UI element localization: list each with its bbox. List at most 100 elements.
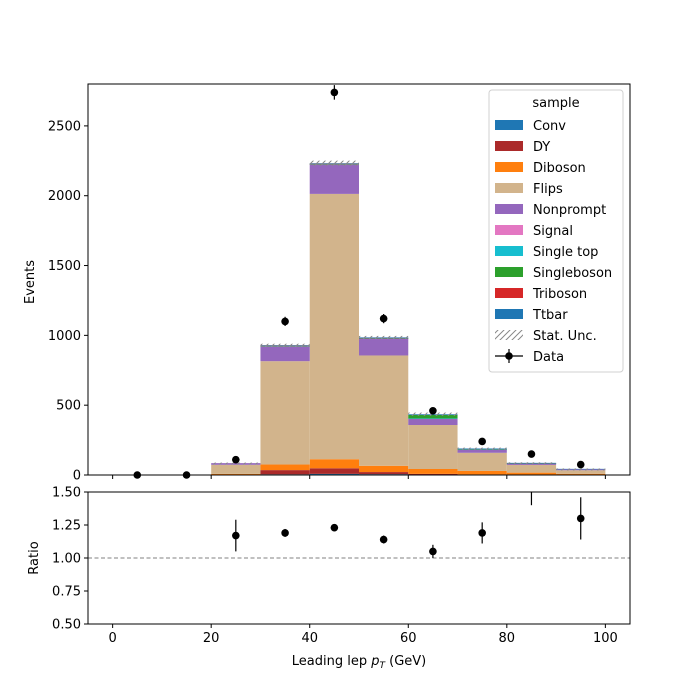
- x-tick-label: 80: [499, 631, 516, 646]
- legend-swatch: [495, 162, 523, 172]
- bar-nonprompt: [408, 418, 458, 426]
- main-plot-frame: [87, 83, 631, 476]
- stat-unc-band: [457, 447, 507, 450]
- bar-dy: [309, 468, 359, 474]
- bar-conv: [309, 473, 359, 475]
- legend-box: [488, 89, 624, 373]
- legend-label: Single top: [533, 245, 598, 260]
- bar-diboson: [211, 473, 261, 475]
- legend-label: DY: [533, 140, 550, 155]
- bar-diboson: [457, 470, 507, 475]
- bar-diboson: [309, 459, 359, 469]
- bar-dy: [260, 470, 310, 475]
- y-tick-label: 1500: [48, 259, 81, 274]
- data-point: [527, 450, 536, 458]
- data-point: [232, 455, 240, 464]
- bar-flips: [506, 464, 557, 473]
- ratio-y-tick-label: 1.00: [52, 552, 81, 567]
- main-panel: 0 500 1000 1500 2000 2500: [48, 83, 631, 484]
- bar-diboson: [556, 473, 606, 475]
- stat-unc-band: [211, 462, 261, 465]
- bar-nonprompt: [359, 338, 409, 356]
- legend-title: sample: [532, 96, 579, 111]
- legend-swatch: [495, 141, 523, 151]
- y-tick-label: 2000: [48, 189, 81, 204]
- ratio-y-tick-label: 1.50: [52, 486, 81, 501]
- ratio-point: [379, 535, 388, 544]
- y-tick-label: 0: [73, 469, 81, 484]
- legend-swatch: [495, 225, 523, 235]
- bar-nonprompt: [260, 346, 310, 362]
- bar-flips: [359, 355, 409, 466]
- ratio-panel: 0.50 0.75 1.00 1.25 1.50 0 20 40 60 80 100: [52, 442, 631, 646]
- bar-dy: [408, 473, 458, 475]
- stacked-histogram: [211, 160, 606, 475]
- ratio-y-axis-label: Ratio: [27, 541, 42, 574]
- bar-diboson: [260, 464, 310, 471]
- y-tick-label: 500: [56, 399, 81, 414]
- legend-label: Data: [533, 350, 564, 365]
- ratio-point: [576, 514, 585, 523]
- stat-unc-band: [309, 160, 359, 166]
- main-y-axis-label: Events: [23, 260, 38, 304]
- legend-label: Stat. Unc.: [533, 329, 597, 344]
- data-point: [429, 406, 437, 415]
- legend-label: Triboson: [532, 287, 587, 302]
- ratio-point: [429, 547, 437, 556]
- bar-nonprompt: [309, 164, 359, 194]
- legend-swatch: [495, 309, 523, 319]
- legend-swatch: [495, 246, 523, 256]
- bar-singleboson: [408, 414, 458, 419]
- legend-label: Nonprompt: [533, 203, 606, 218]
- legend-swatch: [495, 204, 523, 214]
- ratio-point: [281, 529, 289, 537]
- legend-data-marker: [505, 352, 513, 360]
- bar-diboson: [359, 465, 409, 473]
- stat-unc-band: [506, 462, 557, 465]
- x-tick-label: 100: [593, 631, 618, 646]
- legend-label: Ttbar: [532, 308, 568, 323]
- bar-flips: [408, 425, 458, 469]
- legend-swatch: [495, 183, 523, 193]
- bar-flips: [457, 452, 507, 471]
- stat-unc-band: [260, 343, 310, 347]
- x-tick-label: 40: [301, 631, 318, 646]
- bar-flips: [260, 361, 310, 465]
- ratio-y-tick-label: 1.25: [52, 519, 81, 534]
- bar-nonprompt: [457, 449, 507, 453]
- legend: sample Conv DY Diboson Flips Nonprompt Signal S…: [488, 89, 624, 373]
- y-tick-label: 2500: [48, 119, 81, 134]
- ratio-points: [232, 442, 585, 558]
- bar-flips: [556, 470, 606, 474]
- data-point: [379, 314, 388, 323]
- ratio-y-tick-label: 0.75: [52, 585, 81, 600]
- legend-label: Singleboson: [533, 266, 612, 281]
- legend-label: Flips: [533, 182, 563, 197]
- bar-flips: [211, 464, 261, 474]
- data-point: [576, 460, 585, 469]
- ratio-point: [528, 442, 536, 450]
- bar-diboson: [506, 472, 557, 475]
- data-point: [281, 317, 289, 326]
- bar-flips: [309, 193, 359, 460]
- ratio-y-tick-label: 0.50: [52, 618, 81, 633]
- data-point: [330, 88, 339, 97]
- legend-swatch: [495, 267, 523, 277]
- legend-label: Signal: [533, 224, 573, 239]
- legend-swatch: [495, 120, 523, 130]
- ratio-point: [232, 531, 240, 540]
- legend-swatch: [495, 288, 523, 298]
- ratio-point: [478, 529, 486, 537]
- stat-unc-band: [556, 468, 606, 471]
- legend-label: Diboson: [533, 161, 586, 176]
- bar-diboson: [408, 468, 458, 474]
- bar-single-top: [408, 418, 458, 419]
- x-axis-label: Leading lep pT (GeV): [292, 654, 426, 671]
- x-tick-label: 20: [203, 631, 220, 646]
- bar-dy: [359, 472, 409, 475]
- stat-unc-band: [359, 335, 409, 339]
- x-tick-label: 60: [400, 631, 417, 646]
- ratio-point: [330, 523, 339, 532]
- y-tick-label: 1000: [48, 329, 81, 344]
